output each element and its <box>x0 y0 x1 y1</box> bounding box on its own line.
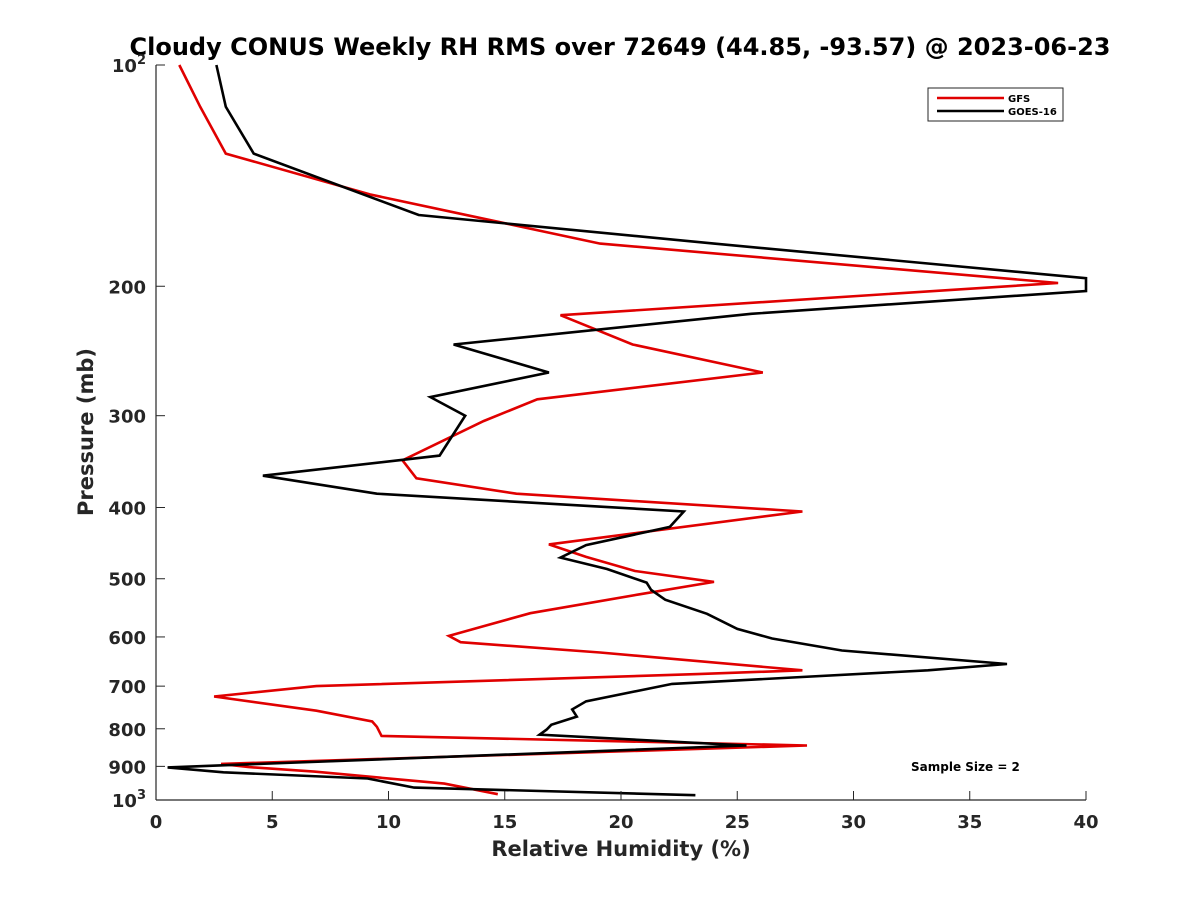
y-tick-label: 500 <box>108 570 146 591</box>
series-line-goes16 <box>167 64 1088 797</box>
legend-label-goes16: GOES-16 <box>1008 107 1057 118</box>
series-layer <box>167 64 1088 797</box>
y-tick-label: 900 <box>108 757 146 778</box>
x-axis-label: Relative Humidity (%) <box>491 837 750 861</box>
x-tick-label: 5 <box>266 812 279 833</box>
x-tick-label: 15 <box>492 812 517 833</box>
x-ticks: 0 5 10 15 20 25 30 35 40 <box>150 791 1099 833</box>
x-tick-label: 20 <box>608 812 633 833</box>
plot-area: 0 5 10 15 20 25 30 35 40 102 200 300 400 500 600 700 80… <box>108 53 1098 833</box>
sample-size-annotation: Sample Size = 2 <box>911 760 1020 774</box>
x-tick-label: 35 <box>957 812 982 833</box>
x-tick-label: 0 <box>150 812 163 833</box>
y-tick-label: 600 <box>108 628 146 649</box>
y-tick-label: 400 <box>108 499 146 520</box>
series-line-gfs <box>178 64 1059 796</box>
x-tick-label: 10 <box>376 812 401 833</box>
x-tick-label: 30 <box>841 812 866 833</box>
y-tick-label: 300 <box>108 407 146 428</box>
chart-title: Cloudy CONUS Weekly RH RMS over 72649 (4… <box>130 33 1111 61</box>
legend-label-gfs: GFS <box>1008 94 1030 105</box>
y-axis-label: Pressure (mb) <box>74 348 98 516</box>
y-tick-label: 200 <box>108 277 146 298</box>
x-tick-label: 25 <box>725 812 750 833</box>
x-tick-label: 40 <box>1073 812 1098 833</box>
y-tick-label: 103 <box>112 788 146 812</box>
legend-box <box>927 87 1064 122</box>
y-tick-label: 700 <box>108 677 146 698</box>
y-tick-label: 800 <box>108 720 146 741</box>
y-ticks: 102 200 300 400 500 600 700 800 900 103 <box>108 53 165 812</box>
legend: GFS GOES-16 <box>927 87 1064 122</box>
plot-background <box>156 65 1086 800</box>
y-tick-label: 102 <box>112 53 146 77</box>
